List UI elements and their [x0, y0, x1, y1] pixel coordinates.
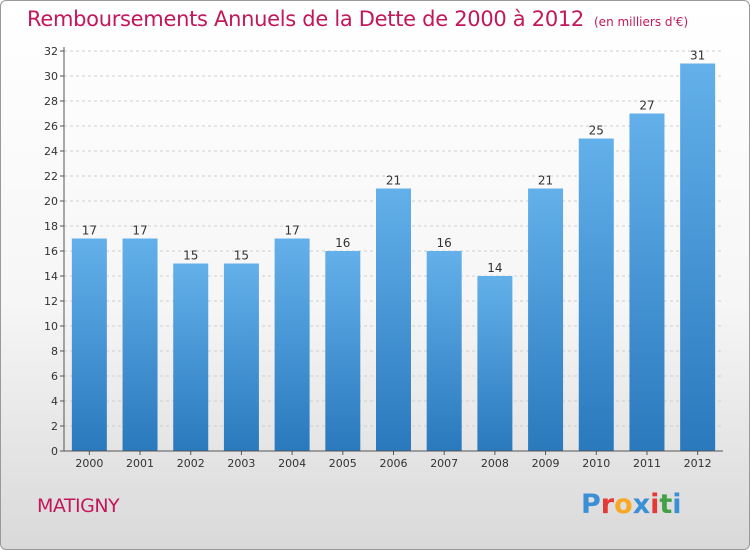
y-tick-label: 4: [51, 395, 58, 408]
value-label: 15: [234, 249, 249, 263]
y-tick-label: 12: [44, 295, 58, 308]
bar-2004[interactable]: [274, 238, 310, 452]
bar-2012[interactable]: [680, 63, 716, 452]
value-label: 17: [284, 224, 299, 238]
value-label: 25: [589, 124, 604, 138]
x-tick-label: 2006: [380, 457, 408, 470]
x-tick-label: 2012: [684, 457, 712, 470]
bar-2001[interactable]: [122, 238, 158, 452]
x-tick-label: 2005: [329, 457, 357, 470]
y-tick-label: 10: [44, 320, 58, 333]
y-tick-label: 0: [51, 445, 58, 458]
y-tick-label: 30: [44, 70, 58, 83]
bars: 17 17 15 15 17 16 21 16 14 21 25 27 31: [71, 49, 716, 452]
value-label: 17: [132, 224, 147, 238]
bar-2000[interactable]: [71, 238, 107, 452]
y-tick-label: 32: [44, 45, 58, 58]
x-tick-label: 2010: [582, 457, 610, 470]
bar-2011[interactable]: [629, 113, 665, 452]
x-tick-label: 2002: [177, 457, 205, 470]
logo-letter: r: [600, 489, 615, 520]
value-label: 31: [690, 49, 705, 63]
bar-2010[interactable]: [578, 138, 614, 452]
value-label: 21: [386, 174, 401, 188]
value-label: 14: [487, 261, 502, 275]
x-tick-label: 2001: [126, 457, 154, 470]
bar-2007[interactable]: [426, 251, 462, 451]
x-tick-label: 2008: [481, 457, 509, 470]
logo-letter: i: [650, 489, 660, 520]
y-tick-label: 18: [44, 220, 58, 233]
chart-title: Remboursements Annuels de la Dette de 20…: [27, 7, 688, 31]
value-label: 27: [639, 99, 654, 113]
bar-2003[interactable]: [223, 263, 259, 452]
bar-2002[interactable]: [173, 263, 209, 452]
logo-letter: t: [659, 489, 673, 520]
y-tick-label: 16: [44, 245, 58, 258]
x-tick-label: 2004: [278, 457, 306, 470]
bar-2008[interactable]: [477, 276, 513, 451]
y-tick-label: 6: [51, 370, 58, 383]
y-tick-label: 28: [44, 95, 58, 108]
logo-letter: i: [672, 489, 682, 520]
value-label: 21: [538, 174, 553, 188]
y-tick-label: 8: [51, 345, 58, 358]
x-tick-label: 2007: [430, 457, 458, 470]
logo-letter: P: [581, 489, 601, 520]
bar-2009[interactable]: [528, 188, 564, 452]
bar-2006[interactable]: [376, 188, 411, 452]
y-tick-label: 14: [44, 270, 58, 283]
x-tick-label: 2000: [75, 457, 103, 470]
value-label: 15: [183, 249, 198, 263]
bar-2005[interactable]: [325, 251, 361, 451]
proxiti-logo[interactable]: Proxiti: [581, 489, 682, 520]
x-tick-label: 2011: [633, 457, 661, 470]
location-label: MATIGNY: [37, 495, 120, 517]
title-unit: (en milliers d'€): [594, 15, 689, 29]
y-tick-label: 2: [51, 420, 58, 433]
x-tick-label: 2003: [227, 457, 255, 470]
title-main: Remboursements Annuels de la Dette de 20…: [27, 7, 584, 31]
logo-letter: x: [632, 489, 651, 520]
y-tick-label: 20: [44, 195, 58, 208]
y-tick-label: 22: [44, 170, 58, 183]
value-label: 16: [335, 236, 350, 250]
value-label: 16: [437, 236, 452, 250]
x-tick-label: 2009: [532, 457, 560, 470]
logo-letter: o: [614, 489, 633, 520]
y-tick-label: 24: [44, 145, 58, 158]
value-label: 17: [82, 224, 97, 238]
y-tick-label: 26: [44, 120, 58, 133]
